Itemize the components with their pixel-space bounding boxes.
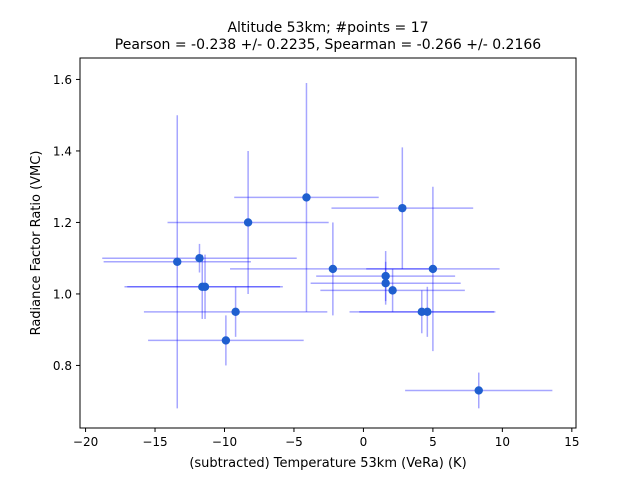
y-axis: 0.8 1.0 1.2 1.4 1.6 (53, 73, 80, 373)
plot-area (102, 83, 553, 409)
data-point (388, 286, 397, 295)
axes-frame (79, 57, 577, 429)
data-point (381, 271, 390, 281)
chart-title-line2: Pearson = -0.238 +/- 0.2235, Spearman = … (115, 37, 541, 53)
y-tick-label: 1.2 (53, 216, 72, 230)
y-axis-label: Radiance Factor Ratio (VMC) (29, 151, 44, 336)
data-point (195, 253, 204, 263)
data-point (221, 336, 231, 345)
data-point (428, 264, 438, 274)
y-tick-label: 1.0 (53, 287, 72, 301)
x-tick-label: 10 (495, 435, 510, 449)
x-axis-label: (subtracted) Temperature 53km (VeRa) (K) (189, 456, 466, 471)
data-point (173, 257, 182, 266)
y-tick-label: 0.8 (53, 359, 72, 373)
data-point (381, 279, 390, 288)
data-point (302, 193, 311, 202)
data-point (423, 307, 432, 317)
x-tick-label: −5 (285, 435, 303, 449)
x-tick-label: 0 (360, 435, 368, 449)
x-tick-label: 5 (429, 435, 437, 449)
data-point (200, 282, 210, 291)
data-point (474, 386, 483, 395)
y-tick-label: 1.4 (53, 144, 72, 158)
data-point (243, 218, 253, 227)
chart-title-line1: Altitude 53km; #points = 17 (227, 20, 428, 36)
x-tick-label: −10 (212, 435, 237, 449)
x-axis: −20 −15 −10 −5 0 5 10 15 (73, 428, 579, 449)
x-tick-label: 15 (564, 435, 579, 449)
data-point (398, 203, 407, 213)
data-point (231, 307, 240, 317)
x-tick-label: −20 (73, 435, 98, 449)
x-tick-label: −15 (142, 435, 167, 449)
y-tick-label: 1.6 (53, 73, 72, 87)
data-point (328, 264, 338, 274)
